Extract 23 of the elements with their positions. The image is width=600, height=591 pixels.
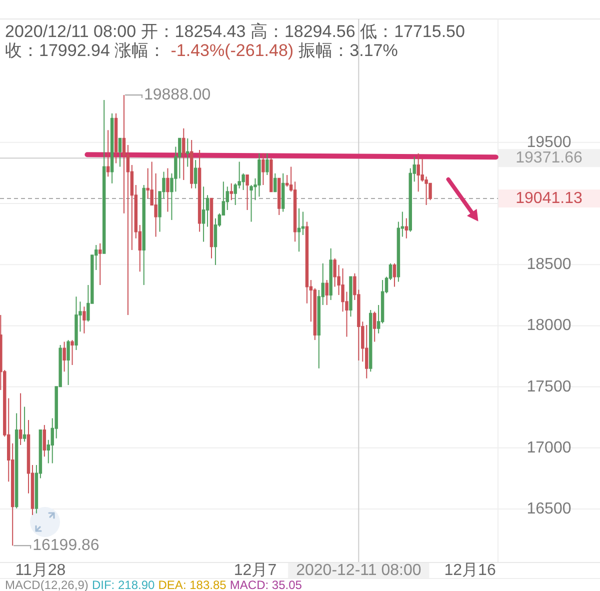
x-tick-label: 12月16 [444, 562, 496, 579]
x-tick-label: 11月28 [15, 562, 66, 579]
ref-label: 2020-12-11 08:00 [288, 562, 430, 579]
ref-label: 19371.66 [498, 149, 600, 168]
ref-line-label: 19041.13 [516, 190, 582, 207]
y-tick-label: 17000 [526, 439, 572, 456]
annotation: 振幅：3.17% [298, 41, 398, 60]
annotation: -1.43%(-261.48) [170, 41, 294, 60]
y-tick-label: 16500 [526, 500, 572, 518]
text: DIF: 218.90 [92, 578, 155, 591]
ref-line-label: 19371.66 [516, 150, 582, 167]
text: DEA: 183.85 [158, 578, 227, 591]
annotation: 2020/12/11 08:00 开：18254.43 高：18294.56 低：17715.50 [5, 22, 465, 41]
annotation: 16199.86 [32, 537, 100, 554]
text: MACD: 35.05 [230, 578, 302, 591]
y-tick-label: 19500 [526, 134, 572, 151]
y-tick-label: 18000 [526, 317, 572, 334]
annotation: 收：17992.94 涨幅： [5, 41, 166, 60]
x-tick-label: 12月7 [234, 562, 277, 579]
y-tick-label: 18500 [526, 256, 572, 274]
ref-label: 19041.13 [498, 189, 600, 208]
annotation: 19888.00 [144, 86, 211, 104]
y-tick-label: 17500 [526, 378, 572, 396]
